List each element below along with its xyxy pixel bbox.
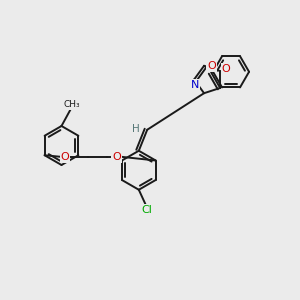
Text: O: O xyxy=(61,152,69,162)
Text: O: O xyxy=(222,64,230,74)
Text: Cl: Cl xyxy=(141,205,152,214)
Text: H: H xyxy=(132,124,140,134)
Text: N: N xyxy=(191,80,200,90)
Text: CH₃: CH₃ xyxy=(63,100,80,109)
Text: O: O xyxy=(207,61,216,71)
Text: O: O xyxy=(112,152,121,162)
